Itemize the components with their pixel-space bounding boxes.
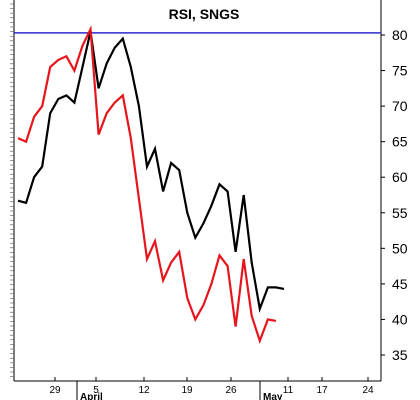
series-line-1 [17,31,285,313]
month-label: May [263,392,283,400]
y-tick-label: 80 [392,27,408,43]
y-tick-label: 60 [392,169,408,185]
x-tick-label: 17 [316,385,328,396]
series-line-2 [17,25,277,345]
x-tick-label: 29 [49,385,61,396]
x-tick-label: 11 [283,385,294,396]
y-tick-label: 75 [392,63,408,79]
series-layer [17,25,285,345]
x-tick-label: 12 [138,385,150,396]
month-label: April [80,392,103,400]
month-labels: April May [76,381,283,400]
x-tick-label: 24 [362,385,374,396]
y-tick-label: 50 [392,240,408,256]
y-tick-label: 35 [392,347,408,363]
y-tick-label: 70 [392,98,408,114]
left-micro-scale [10,3,14,377]
chart-title: RSI, SNGS [169,6,240,22]
y-axis-ticks: 35 40 45 50 55 60 65 70 75 80 [381,27,408,363]
x-tick-label: 5 [93,385,99,396]
x-tick-label: 26 [225,385,237,396]
y-tick-label: 55 [392,205,408,221]
plot-area [14,0,381,381]
y-tick-label: 45 [392,276,408,292]
y-tick-label: 65 [392,134,408,150]
x-tick-label: 19 [181,385,193,396]
y-tick-label: 40 [392,311,408,327]
x-axis-ticks: 29 5 12 19 26 11 17 24 [49,377,374,396]
